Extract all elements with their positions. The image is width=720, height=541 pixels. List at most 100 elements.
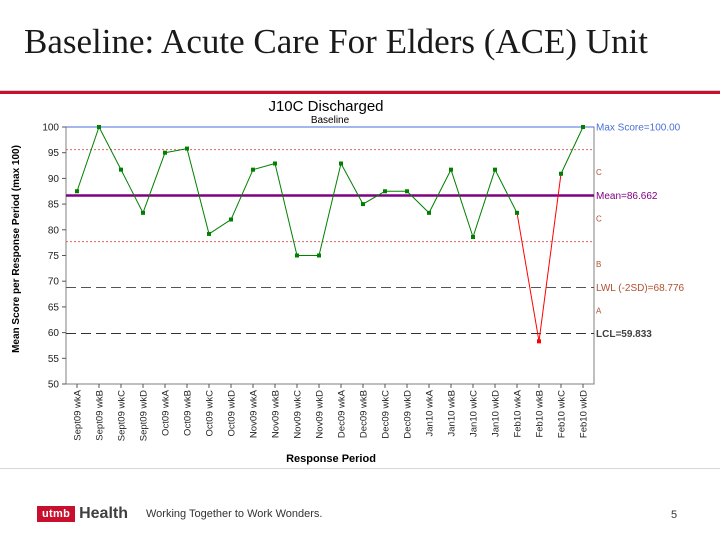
zone-lines: C C B A: [66, 149, 602, 315]
series-segment: [186, 148, 210, 235]
data-point: [537, 339, 541, 344]
x-tick-label: Oct09 wkA: [161, 389, 172, 436]
series-segment: [516, 212, 540, 342]
x-tick-label: Sept09 wkA: [73, 389, 84, 440]
data-point: [97, 125, 101, 129]
slide-footer: utmb Health Working Together to Work Won…: [0, 468, 720, 541]
x-tick-label: Oct09 wkD: [227, 390, 238, 437]
data-point: [295, 253, 299, 258]
y-tick-label: 90: [48, 174, 60, 185]
y-tick-label: 65: [48, 302, 60, 313]
title-divider: [0, 91, 720, 94]
data-point: [185, 146, 189, 151]
chart-title: J10C Discharged: [268, 98, 383, 115]
reference-label-lcl: LCL=59.833: [596, 329, 652, 340]
data-point: [339, 161, 343, 166]
series-segment: [120, 169, 144, 214]
zone-label: B: [596, 260, 601, 269]
x-tick-label: Dec09 wkD: [403, 390, 414, 439]
y-tick-label: 100: [42, 123, 59, 134]
series-segment: [208, 219, 232, 235]
x-tick-label: Sept09 wkC: [117, 390, 128, 441]
series-segment: [428, 169, 452, 214]
y-tick-label: 75: [48, 251, 60, 262]
reference-lines: Max Score=100.00 Mean=86.662 LWL (-2SD)=68…: [66, 123, 685, 340]
x-tick-label: Sept09 wkB: [95, 390, 106, 441]
zone-label: A: [596, 306, 602, 315]
data-point: [559, 171, 563, 176]
x-tick-label: Dec09 wkA: [337, 389, 348, 438]
utmb-health-logo: utmb Health: [37, 505, 128, 522]
y-axis: 50 55 60 65 70 75 80 85 90 95 100: [42, 123, 66, 391]
x-tick-label: Nov09 wkA: [249, 389, 260, 438]
y-tick-label: 80: [48, 225, 60, 236]
x-tick-label: Jan10 wkD: [491, 390, 502, 437]
x-tick-label: Oct09 wkB: [183, 390, 194, 436]
page-number: 5: [671, 509, 678, 521]
y-tick-label: 60: [48, 328, 60, 339]
slide-title: Baseline: Acute Care For Elders (ACE) Un…: [24, 22, 649, 61]
x-tick-label: Oct09 wkC: [205, 390, 216, 437]
plot-area: [65, 126, 595, 385]
x-tick-label: Nov09 wkD: [315, 390, 326, 439]
x-tick-label: Sept09 wkD: [139, 390, 150, 441]
data-point: [119, 167, 123, 172]
series-segment: [230, 169, 254, 220]
series-segment: [252, 163, 276, 171]
x-tick-label: Feb10 wkB: [535, 390, 546, 438]
data-point: [405, 189, 409, 194]
x-tick-label: Nov09 wkB: [271, 390, 282, 438]
y-tick-label: 95: [48, 148, 60, 159]
series-segment: [76, 126, 100, 192]
series-segment: [98, 126, 122, 170]
data-point: [493, 167, 497, 172]
data-point: [273, 161, 277, 166]
x-axis-label: Response Period: [286, 453, 376, 465]
x-tick-label: Feb10 wkC: [557, 390, 568, 438]
data-point: [471, 234, 475, 239]
series-segment: [318, 163, 342, 256]
data-point: [229, 217, 233, 222]
x-tick-label: Dec09 wkC: [381, 390, 392, 439]
y-tick-label: 50: [48, 380, 60, 391]
y-tick-label: 55: [48, 354, 60, 365]
x-tick-label: Dec09 wkB: [359, 390, 370, 438]
x-tick-label: Jan10 wkA: [425, 389, 436, 436]
series-segment: [472, 169, 496, 238]
reference-label-mean: Mean=86.662: [596, 191, 658, 202]
data-point: [163, 150, 167, 155]
x-tick-label: Jan10 wkC: [469, 390, 480, 437]
series-segment: [494, 169, 518, 214]
series-segment: [406, 190, 430, 214]
x-tick-label: Nov09 wkC: [293, 390, 304, 439]
data-point: [449, 167, 453, 172]
data-point: [141, 210, 145, 215]
series-score: [76, 126, 584, 342]
data-point: [75, 189, 79, 194]
series-segment: [560, 126, 584, 174]
chart-subtitle: Baseline: [311, 115, 350, 126]
data-point: [427, 210, 431, 215]
data-point: [317, 253, 321, 258]
data-point: [251, 167, 255, 172]
data-point: [383, 189, 387, 194]
tagline: Working Together to Work Wonders.: [146, 508, 323, 520]
zone-label: C: [596, 214, 602, 223]
series-segment: [142, 152, 166, 214]
x-axis: Sept09 wkA Sept09 wkB Sept09 wkC Sept09 wkD…: [73, 384, 590, 441]
reference-label-lwl: LWL (-2SD)=68.776: [596, 283, 685, 294]
series-segment: [450, 169, 474, 238]
y-axis-label: Mean Score per Response Period (max 100): [11, 145, 22, 353]
logo-brand: utmb: [37, 505, 76, 522]
data-point: [361, 202, 365, 207]
logo-word: Health: [79, 504, 128, 522]
x-tick-label: Jan10 wkB: [447, 390, 458, 436]
series-segment: [164, 148, 188, 154]
data-point: [581, 125, 585, 129]
series-segment: [274, 163, 298, 256]
series-segment: [340, 163, 364, 205]
slide-title-bar: Baseline: Acute Care For Elders (ACE) Un…: [0, 0, 720, 91]
data-points: [75, 125, 585, 344]
reference-label-max: Max Score=100.00: [596, 123, 681, 134]
x-tick-label: Feb10 wkD: [579, 390, 590, 438]
